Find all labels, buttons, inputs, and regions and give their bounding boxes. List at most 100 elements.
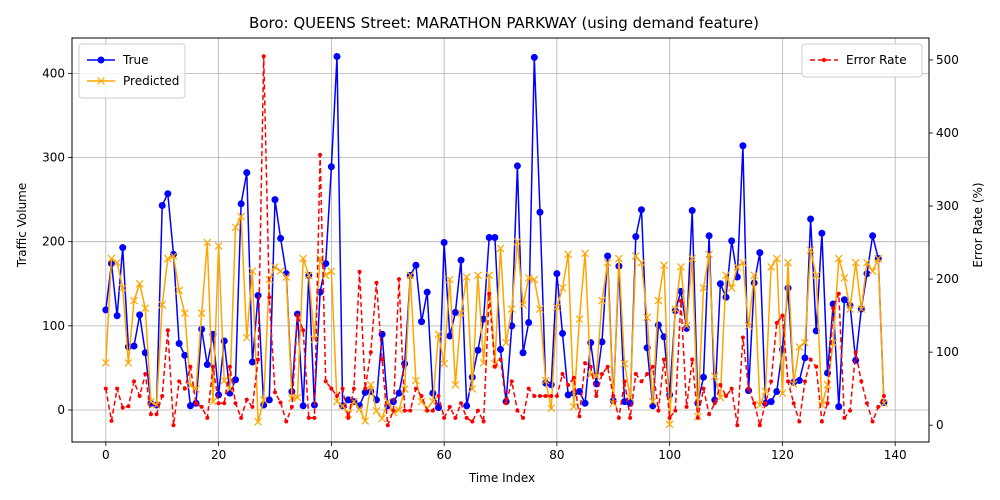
data-point-predicted xyxy=(254,417,262,426)
x-tick-label: 20 xyxy=(211,448,226,462)
data-point-true xyxy=(807,215,815,223)
data-point-error-rate xyxy=(318,152,323,157)
data-point-predicted xyxy=(564,250,573,259)
data-point-error-rate xyxy=(808,357,813,362)
data-point-predicted xyxy=(293,393,302,402)
legend: True Predicted xyxy=(78,43,186,99)
data-point-error-rate xyxy=(735,423,740,428)
data-point-predicted xyxy=(304,271,313,280)
data-point-predicted xyxy=(851,258,860,267)
data-point-predicted xyxy=(778,389,787,398)
data-point-error-rate xyxy=(278,400,283,405)
data-point-predicted xyxy=(135,279,144,288)
data-point-predicted xyxy=(169,252,178,260)
data-point-true xyxy=(564,391,572,399)
data-point-error-rate xyxy=(453,415,458,420)
data-point-true xyxy=(621,398,629,406)
y-tick-label: 100 xyxy=(42,319,65,333)
data-point-true xyxy=(440,239,448,247)
data-point-error-rate xyxy=(323,379,328,384)
data-point-predicted xyxy=(806,246,815,255)
legend-marker xyxy=(97,77,105,85)
data-point-error-rate xyxy=(583,361,588,366)
data-point-true xyxy=(186,402,194,410)
data-point-error-rate xyxy=(487,291,492,296)
data-point-true xyxy=(333,53,341,61)
data-point-error-rate xyxy=(729,386,734,391)
data-point-error-rate xyxy=(233,401,238,406)
data-point-true xyxy=(457,256,465,264)
legend-label: True xyxy=(122,53,149,67)
data-point-error-rate xyxy=(459,401,464,406)
data-point-error-rate xyxy=(205,415,210,420)
data-point-true xyxy=(547,381,555,389)
data-point-predicted xyxy=(744,321,753,330)
data-point-error-rate xyxy=(289,404,294,409)
data-point-predicted xyxy=(299,254,308,263)
data-point-true xyxy=(525,318,533,326)
data-point-true xyxy=(248,358,256,366)
data-point-error-rate xyxy=(532,393,537,398)
data-point-error-rate xyxy=(284,419,289,424)
data-point-predicted xyxy=(412,376,420,385)
data-point-error-rate xyxy=(504,401,509,406)
data-point-predicted xyxy=(327,267,336,276)
data-point-error-rate xyxy=(148,412,153,417)
data-point-error-rate xyxy=(746,386,751,391)
data-point-predicted xyxy=(750,271,759,280)
y-right-tick-label: 400 xyxy=(936,126,959,140)
data-point-true xyxy=(243,169,251,177)
data-point-predicted xyxy=(490,359,499,368)
data-point-error-rate xyxy=(182,386,187,391)
data-point-error-rate xyxy=(554,393,559,398)
data-point-true xyxy=(784,284,792,292)
data-point-true xyxy=(508,322,516,330)
data-point-predicted xyxy=(609,399,618,408)
x-tick-label: 100 xyxy=(658,448,681,462)
data-point-error-rate xyxy=(239,415,244,420)
data-point-error-rate xyxy=(752,401,757,406)
data-point-predicted xyxy=(834,254,843,263)
data-point-error-rate xyxy=(210,364,215,369)
data-point-error-rate xyxy=(594,393,599,398)
data-point-predicted xyxy=(823,380,832,389)
data-point-error-rate xyxy=(707,412,712,417)
data-point-error-rate xyxy=(391,408,396,413)
data-point-predicted xyxy=(355,405,364,414)
data-point-error-rate xyxy=(633,372,638,377)
data-point-predicted xyxy=(507,305,516,313)
data-point-predicted xyxy=(214,241,223,250)
data-point-predicted xyxy=(863,258,871,267)
data-point-true xyxy=(716,280,724,288)
data-point-predicted xyxy=(547,404,556,413)
data-point-error-rate xyxy=(351,386,356,391)
y-tick-label: 0 xyxy=(57,403,65,417)
data-point-predicted xyxy=(271,263,279,271)
data-point-predicted xyxy=(197,309,206,318)
data-point-predicted xyxy=(817,401,826,409)
data-point-error-rate xyxy=(515,408,520,413)
data-point-error-rate xyxy=(363,386,368,391)
data-point-error-rate xyxy=(645,372,650,377)
data-point-error-rate xyxy=(199,404,204,409)
data-point-predicted xyxy=(485,271,494,280)
data-point-true xyxy=(513,162,521,170)
data-point-error-rate xyxy=(442,415,447,420)
data-point-predicted xyxy=(552,303,561,312)
data-point-predicted xyxy=(372,406,381,415)
x-tick-label: 60 xyxy=(436,448,451,462)
data-point-predicted xyxy=(406,271,415,280)
data-point-true xyxy=(480,315,488,323)
data-point-error-rate xyxy=(639,379,644,384)
data-point-predicted xyxy=(101,358,110,367)
data-point-predicted xyxy=(699,284,708,292)
data-point-true xyxy=(277,234,285,242)
data-point-error-rate xyxy=(605,364,610,369)
data-point-true xyxy=(795,377,803,385)
data-point-predicted xyxy=(158,300,167,309)
chart-title: Boro: QUEENS Street: MARATHON PARKWAY (u… xyxy=(249,14,759,32)
data-point-error-rate xyxy=(718,383,723,388)
data-point-predicted xyxy=(502,338,511,347)
data-point-true xyxy=(130,342,138,350)
data-point-predicted xyxy=(113,258,122,267)
